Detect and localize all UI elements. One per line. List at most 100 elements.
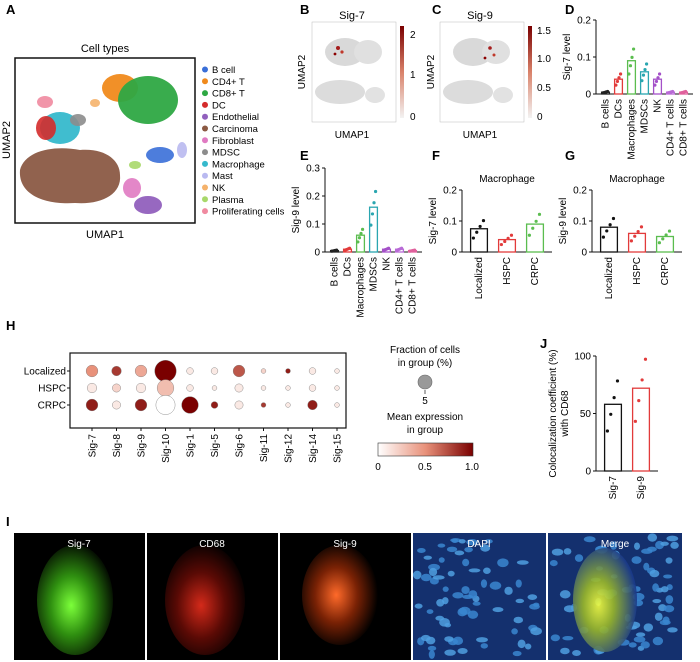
image-label-dapi: DAPI (467, 539, 490, 550)
x-tick-label: DCs (343, 257, 354, 276)
nucleus (652, 583, 659, 592)
data-point (605, 89, 610, 94)
x-tick-label: CRPC (660, 257, 671, 285)
x-tick-label: Macrophages (356, 257, 367, 318)
panel-letter-f: F (432, 148, 440, 163)
umap-clusters (19, 74, 187, 214)
x-tick-label: NK (382, 257, 393, 271)
panel-a-frame (14, 57, 196, 224)
data-point (640, 79, 644, 83)
column-label: Sig-15 (333, 434, 344, 463)
nucleus (438, 557, 445, 563)
fraction-legend-dot (417, 374, 433, 390)
data-point (654, 79, 659, 84)
expr-legend-title-1: Mean expression (387, 412, 463, 423)
data-point (636, 229, 640, 234)
x-tick-label: Sig-9 (636, 476, 647, 500)
panel-c-title: Sig-9 (467, 10, 493, 22)
panel-b-colorbar (400, 26, 404, 118)
legend-label: CD4+ T (212, 77, 245, 88)
nucleus (466, 539, 479, 546)
data-point (334, 248, 339, 252)
panel-letter-j: J (540, 336, 547, 351)
y-tick-label: 100 (574, 352, 591, 363)
panel-c-colorbar (528, 26, 532, 118)
nucleus (647, 533, 658, 542)
data-point (611, 216, 616, 221)
panel-b-colorbar-tick: 2 (410, 30, 416, 41)
x-tick-label: MDSCs (369, 257, 380, 291)
panel-j-chart: 0 50 100 Colocalization coefficient (%) with… (548, 349, 658, 499)
umap-grey-shape (365, 87, 385, 103)
y-axis-label: Sig-7 level (562, 34, 573, 81)
cluster-fibroblast (123, 178, 141, 198)
panel-c-frame (439, 21, 525, 123)
data-point (657, 241, 662, 245)
expr-legend-title-2: in group (407, 425, 444, 436)
panel-letter-d: D (565, 2, 574, 17)
nucleus (442, 586, 449, 592)
umap-grey-shape (315, 80, 365, 104)
legend-label: CD8+ T (212, 89, 245, 100)
image-dapi: DAPI (412, 533, 546, 660)
data-point (370, 212, 375, 216)
nucleus (452, 592, 464, 599)
panel-c-colorbar-tick: 0 (537, 112, 543, 123)
nucleus (574, 554, 584, 562)
legend-swatch (202, 78, 208, 85)
nucleus (425, 636, 436, 645)
nucleus (511, 628, 518, 635)
dot (156, 379, 175, 397)
cluster-carcinoma (19, 148, 121, 204)
bar (639, 71, 650, 95)
data-point (614, 83, 618, 87)
sig9-hotspot (483, 56, 487, 60)
dapi-nuclei (412, 538, 542, 659)
legend-swatch (202, 160, 208, 167)
dot (111, 365, 122, 377)
dot (186, 367, 194, 375)
cluster-cd8t (118, 76, 178, 124)
chart-title: Macrophage (609, 174, 665, 185)
panel-a-umap: Cell types (1, 43, 285, 241)
nucleus (643, 562, 650, 571)
sig9-hotspot (488, 46, 492, 50)
dot (260, 402, 267, 408)
nucleus (447, 570, 455, 577)
x-tick-label: NK (653, 99, 664, 113)
row-label: HSPC (38, 384, 66, 395)
nucleus (483, 567, 491, 575)
nucleus (524, 643, 532, 650)
data-point (499, 242, 503, 247)
data-point (527, 233, 532, 237)
dot (86, 382, 98, 394)
image-label-sig7: Sig-7 (67, 539, 91, 550)
panel-b-colorbar-tick: 0 (410, 112, 416, 123)
data-point (412, 248, 417, 252)
image-sig9: Sig-9 (280, 533, 411, 660)
dot (234, 383, 244, 393)
panel-c-umap: Sig-9 1.5 1.0 0.5 0 UMAP1 UMAP2 (426, 10, 551, 141)
nucleus (412, 570, 422, 580)
legend-label: NK (212, 183, 226, 194)
column-label: Sig-7 (88, 434, 99, 458)
data-point (641, 73, 646, 77)
cluster-endothelial (134, 196, 162, 214)
umap-grey-shape (325, 38, 365, 66)
umap-grey-shape (443, 80, 493, 104)
data-point (667, 229, 672, 233)
panel-c-colorbar-tick: 0.5 (537, 83, 551, 94)
x-tick-label: HSPC (502, 257, 513, 285)
dot (210, 401, 219, 409)
column-label: Sig-14 (308, 434, 319, 463)
legend-swatch (202, 172, 208, 179)
nucleus (515, 598, 525, 604)
data-point (633, 419, 638, 423)
dot (134, 398, 148, 412)
nucleus (665, 595, 674, 604)
nucleus (527, 594, 538, 600)
panel-b-colorbar-tick: 1 (410, 70, 416, 81)
dot (210, 367, 219, 375)
legend-label: B cell (212, 65, 235, 76)
nucleus (665, 557, 673, 564)
